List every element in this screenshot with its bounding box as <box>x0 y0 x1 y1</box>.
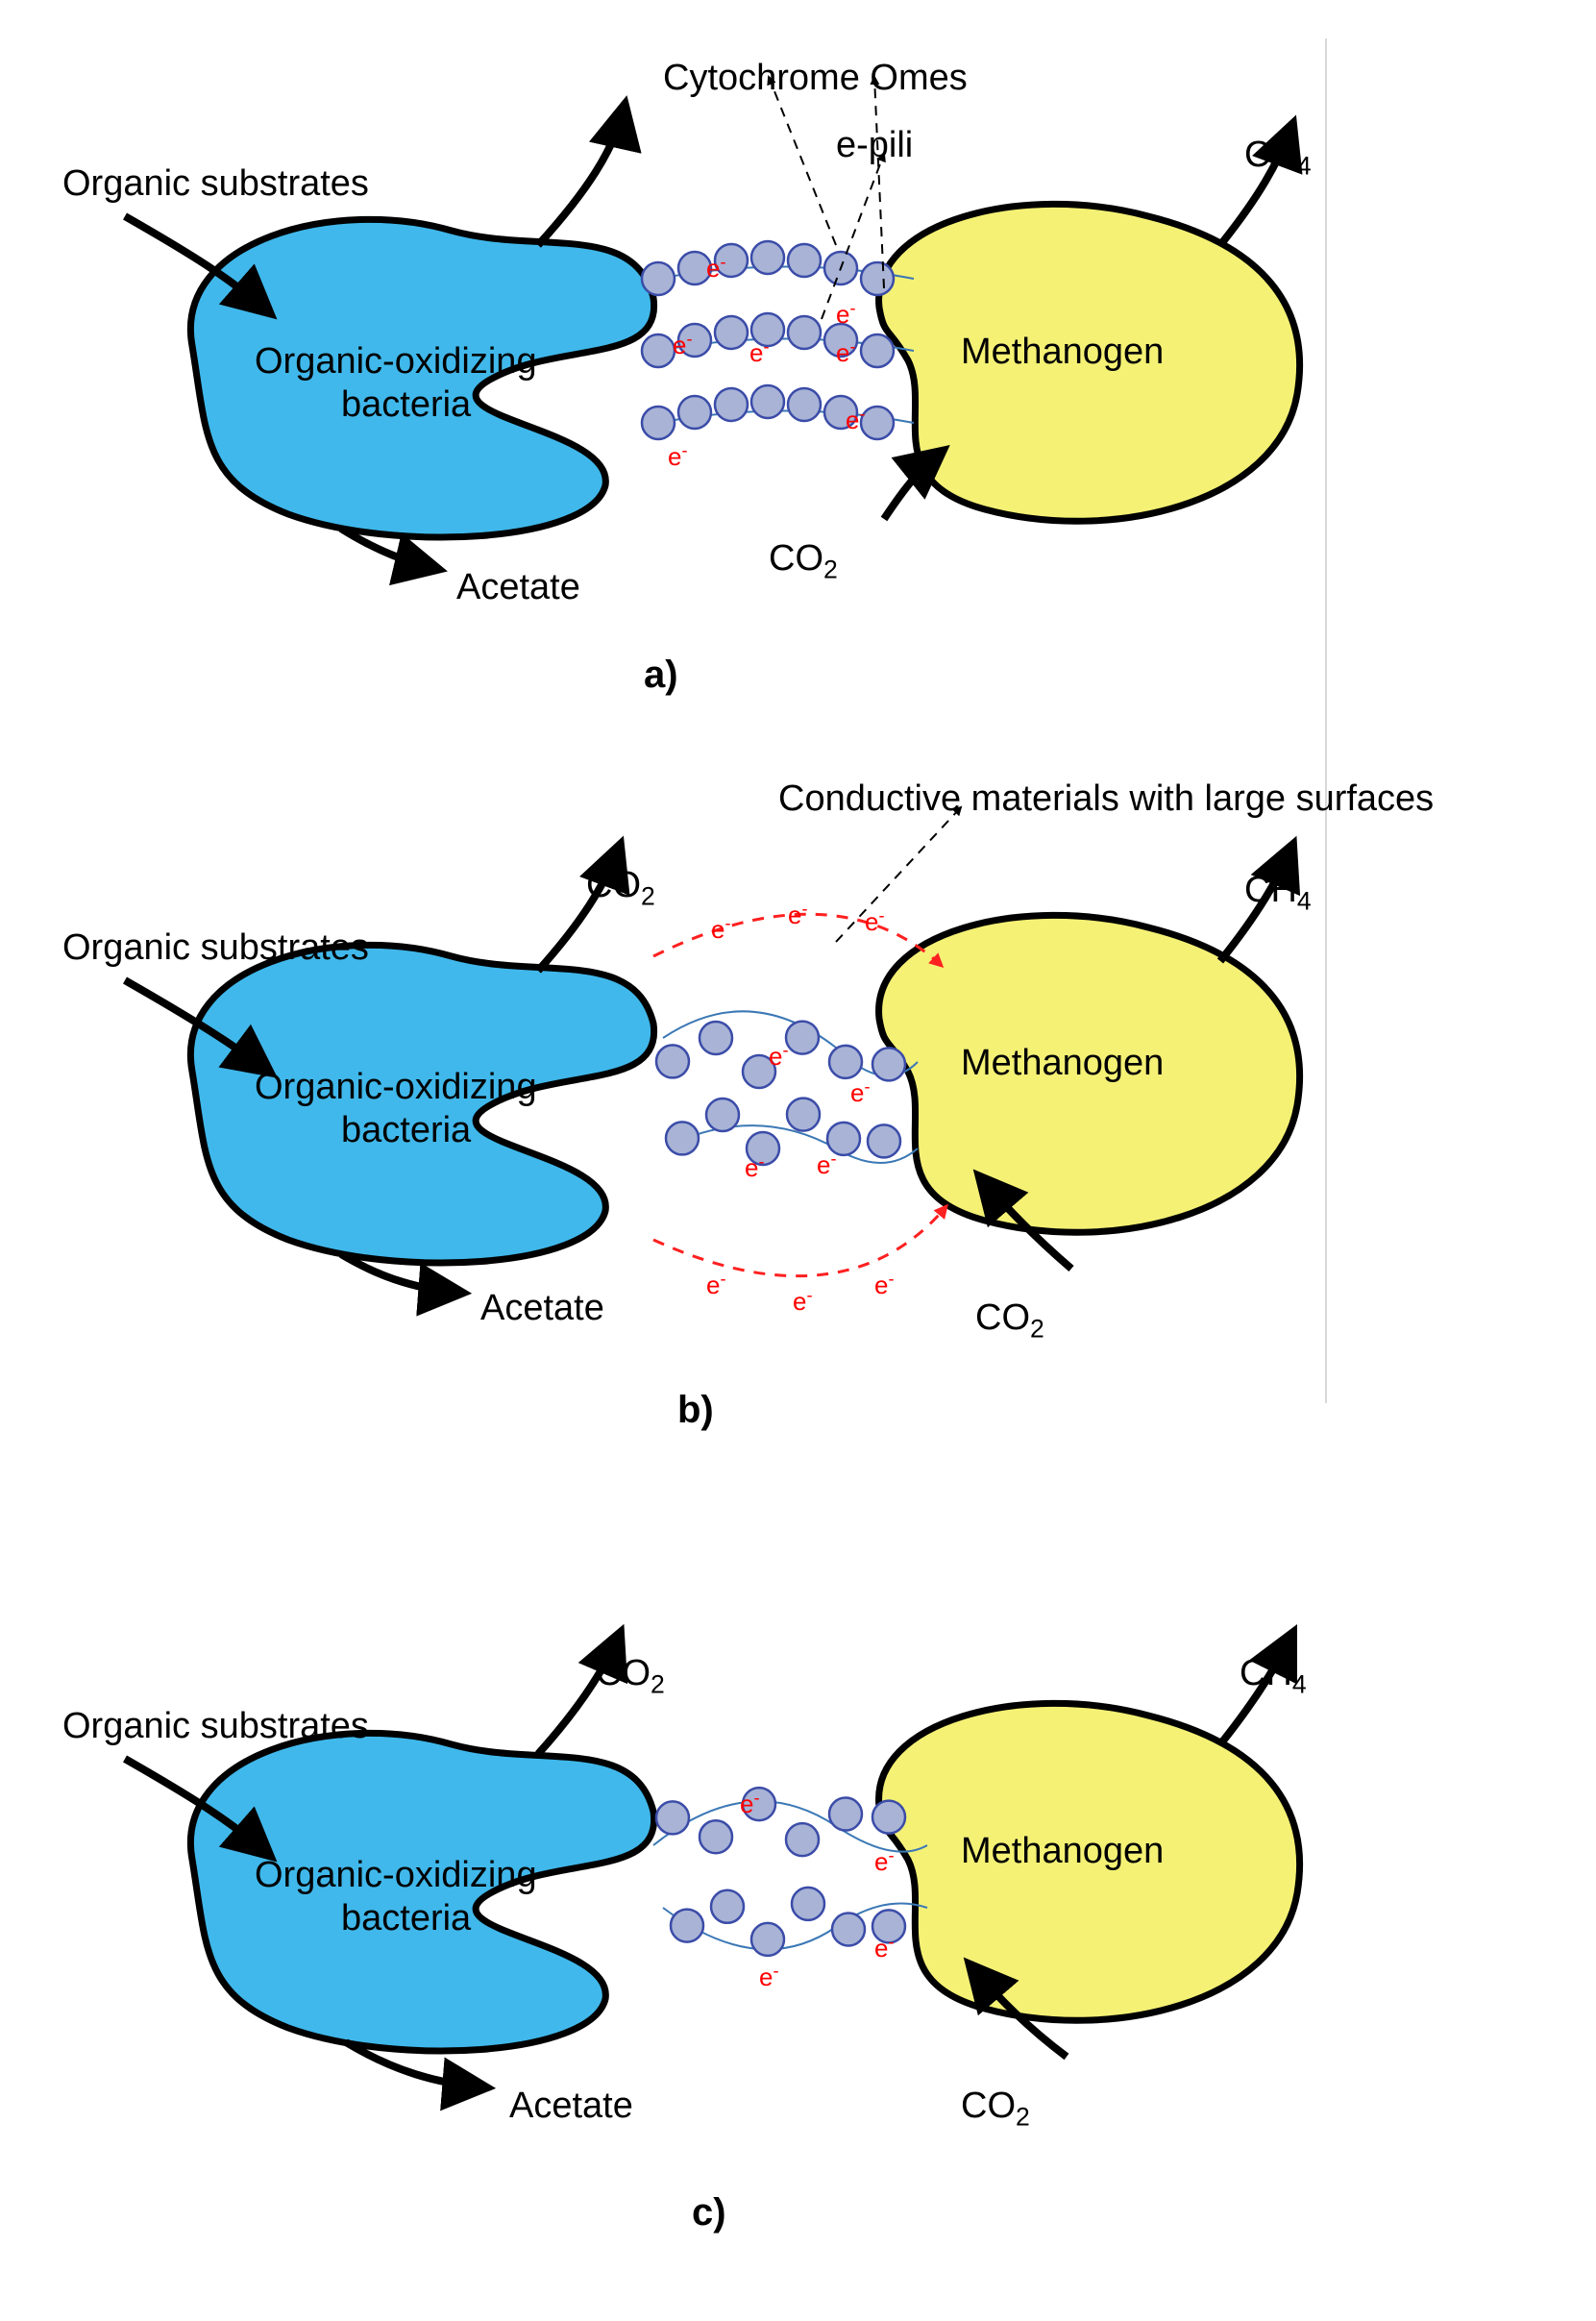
electron-label: e- <box>846 404 866 435</box>
pili-circle <box>700 1022 732 1054</box>
pili-circle <box>788 316 821 349</box>
label-ch4-b: CH4 <box>1244 870 1312 917</box>
label-acetate-a: Acetate <box>456 567 580 608</box>
electron-label: e- <box>874 1845 895 1877</box>
pili-circle <box>715 316 748 349</box>
electron-label: e- <box>711 913 731 945</box>
pili-circle <box>642 407 675 439</box>
dashed-arrow <box>836 807 961 942</box>
electron-label: e- <box>836 336 856 368</box>
bacteria-label-1: Organic-oxidizing <box>255 341 537 383</box>
pili-circle <box>829 1046 862 1078</box>
label-organic-b: Organic substrates <box>62 927 369 969</box>
pili-circle <box>700 1820 732 1853</box>
dashed-arrow <box>769 77 836 245</box>
label-co2-c: CO2 <box>961 2086 1030 2133</box>
pili-circle <box>751 241 784 274</box>
bacteria-label-2: bacteria <box>341 1898 471 1939</box>
pili-circle <box>656 1045 689 1077</box>
electron-label: e- <box>673 329 693 360</box>
electron-label: e- <box>865 905 885 937</box>
label-organic-c: Organic substrates <box>62 1706 369 1747</box>
pili-circle <box>786 1022 819 1054</box>
pili-circle <box>868 1124 900 1157</box>
pili-circle <box>787 1099 820 1131</box>
electron-label: e- <box>793 1285 813 1317</box>
arrow <box>538 106 625 245</box>
electron-label: e- <box>788 899 808 930</box>
pili-circle <box>642 334 675 367</box>
pili-circle <box>788 244 821 277</box>
electron-label: e- <box>668 440 688 472</box>
pili-circle <box>792 1888 824 1920</box>
pili-circle <box>872 1048 905 1080</box>
label-organic-a: Organic substrates <box>62 163 369 205</box>
electron-label: e- <box>769 1040 789 1072</box>
electron-label: e- <box>759 1961 779 1992</box>
pili-circle <box>829 1798 862 1831</box>
label-acetate-c: Acetate <box>509 2086 633 2127</box>
electron-label: e- <box>706 252 726 284</box>
pili-circle <box>861 407 894 439</box>
red-dashed-arrow <box>653 1206 946 1276</box>
methanogen-label: Methanogen <box>961 1043 1164 1084</box>
pili-circle <box>711 1890 744 1923</box>
label-co2-b: CO2 <box>975 1297 1044 1345</box>
dashed-arrow <box>874 77 884 288</box>
bacteria-label-2: bacteria <box>341 384 471 426</box>
label-acetate-b: Acetate <box>480 1288 604 1329</box>
pili-circle <box>678 396 711 429</box>
electron-label: e- <box>740 1788 760 1819</box>
label-co2-top-c: CO2 <box>596 1653 665 1700</box>
electron-label: e- <box>706 1269 726 1300</box>
pili-circle <box>872 1801 905 1834</box>
panel-label-b: b) <box>677 1389 714 1432</box>
methanogen-label: Methanogen <box>961 1831 1164 1872</box>
bacteria-label-2: bacteria <box>341 1110 471 1151</box>
bacteria-label-1: Organic-oxidizing <box>255 1067 537 1108</box>
label-ch4-c: CH4 <box>1240 1653 1307 1700</box>
label-co2-top-b: CO2 <box>586 865 655 912</box>
bacteria-label-1: Organic-oxidizing <box>255 1855 537 1896</box>
pili-circle <box>666 1122 699 1154</box>
electron-label: e- <box>836 298 856 330</box>
label-ch4-a: CH4 <box>1244 135 1312 182</box>
pili-circle <box>642 262 675 295</box>
methanogen-label: Methanogen <box>961 332 1164 373</box>
electron-label: e- <box>874 1932 895 1963</box>
pili-circle <box>671 1910 703 1942</box>
pili-circle <box>751 1923 784 1956</box>
electron-label: e- <box>745 1151 765 1183</box>
pili-circle <box>786 1823 819 1856</box>
electron-label: e- <box>850 1076 871 1108</box>
electron-label: e- <box>749 336 770 368</box>
pili-circle <box>656 1801 689 1834</box>
pili-circle <box>715 388 748 421</box>
electron-label: e- <box>817 1148 837 1180</box>
pili-circle <box>861 334 894 367</box>
pili-circle <box>788 388 821 421</box>
pili-circle <box>832 1913 865 1945</box>
pili-circle <box>861 262 894 295</box>
electron-label: e- <box>874 1269 895 1300</box>
label-co2-a: CO2 <box>769 538 838 585</box>
pili-circle <box>751 385 784 418</box>
panel-label-c: c) <box>692 2191 726 2235</box>
label-conductive: Conductive materials with large surfaces <box>778 778 1434 820</box>
pili-circle <box>706 1099 739 1131</box>
label-cytochrome: Cytochrome Omes <box>663 58 968 99</box>
label-epili: e-pili <box>836 125 913 166</box>
panel-label-a: a) <box>644 654 678 697</box>
